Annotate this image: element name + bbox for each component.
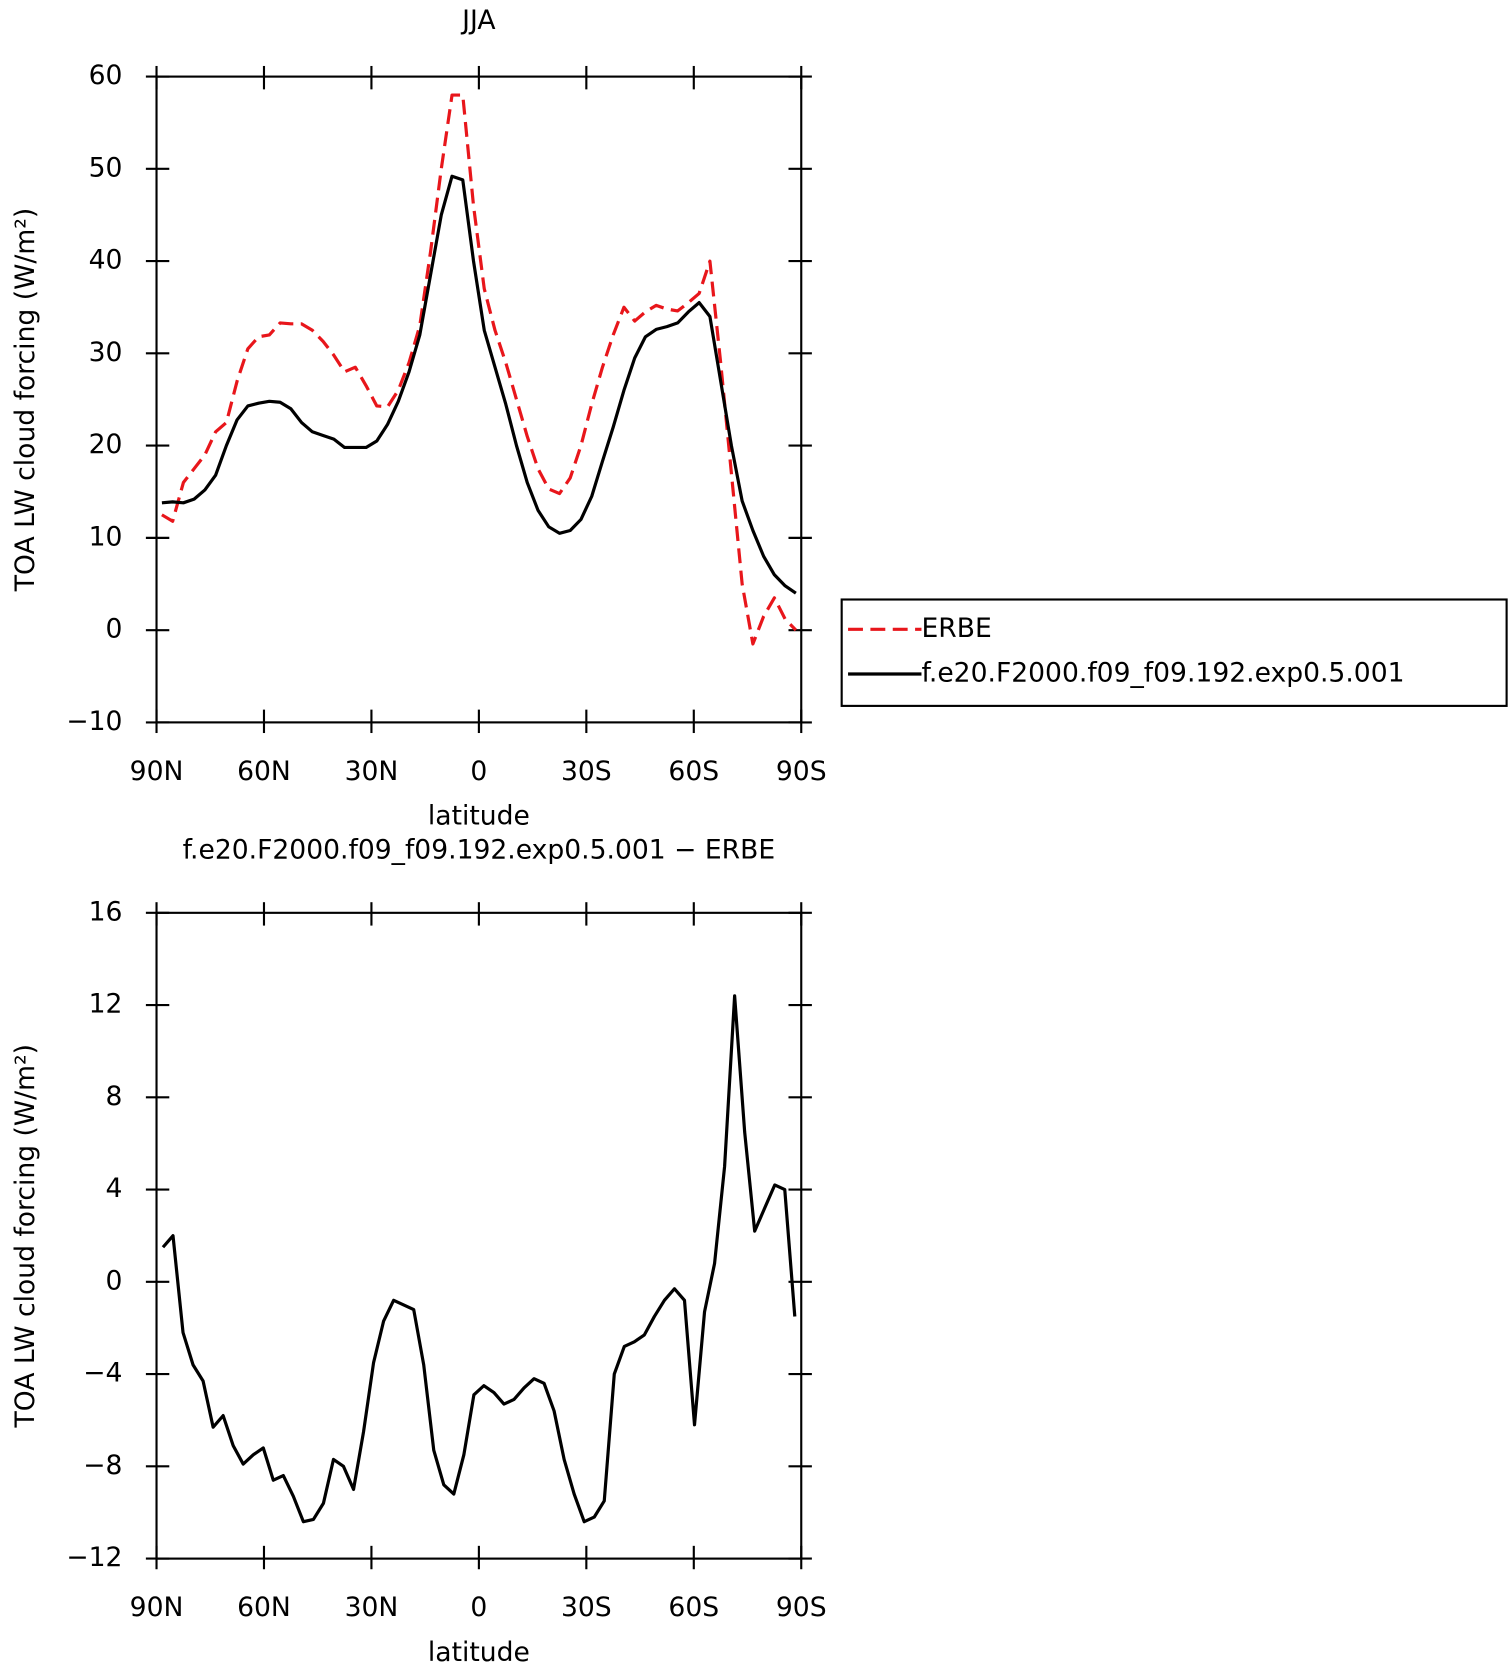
x-tick-label: 0 [470, 756, 487, 787]
x-tick-label: 90N [130, 756, 184, 787]
chart-title: f.e20.F2000.f09_f09.192.exp0.5.001 − ERB… [183, 835, 776, 866]
x-tick-label: 90N [130, 1592, 184, 1623]
legend-label: ERBE [921, 613, 991, 644]
x-tick-label: 60N [237, 756, 291, 787]
y-tick-label: 10 [89, 521, 123, 552]
y-tick-label: 20 [89, 429, 123, 460]
plot-frame [155, 911, 803, 1560]
y-tick-label: 60 [89, 60, 123, 91]
x-axis-label: latitude [428, 801, 530, 832]
y-tick-label: 4 [106, 1173, 123, 1204]
y-tick-label: 0 [106, 1265, 123, 1296]
data-line [161, 93, 798, 646]
y-tick-label: 12 [89, 989, 123, 1020]
x-tick-label: 0 [470, 1592, 487, 1623]
chart-title: JJA [460, 5, 495, 36]
data-line [161, 174, 797, 595]
y-tick-label: −4 [83, 1358, 122, 1389]
x-tick-label: 30N [345, 756, 399, 787]
legend-box [840, 598, 1508, 707]
y-tick-label: −8 [83, 1450, 122, 1481]
y-tick-label: −12 [66, 1542, 122, 1573]
plot-frame [155, 75, 803, 724]
y-tick-label: 16 [89, 896, 123, 927]
x-tick-label: 60S [668, 756, 719, 787]
y-tick-label: 30 [89, 337, 123, 368]
data-line [161, 994, 797, 1524]
y-tick-label: 8 [106, 1081, 123, 1112]
y-axis-label: TOA LW cloud forcing (W/m²) [10, 1044, 41, 1428]
legend-label: f.e20.F2000.f09_f09.192.exp0.5.001 [921, 657, 1404, 688]
x-tick-label: 30S [561, 756, 612, 787]
y-tick-label: 40 [89, 245, 123, 276]
y-tick-label: −10 [66, 706, 122, 737]
x-tick-label: 30S [561, 1592, 612, 1623]
x-tick-label: 60N [237, 1592, 291, 1623]
x-tick-label: 90S [776, 756, 827, 787]
x-tick-label: 30N [345, 1592, 399, 1623]
y-tick-label: 50 [89, 152, 123, 183]
y-tick-label: 0 [106, 614, 123, 645]
x-tick-label: 60S [668, 1592, 719, 1623]
x-tick-label: 90S [776, 1592, 827, 1623]
x-axis-label: latitude [428, 1637, 530, 1665]
y-axis-label: TOA LW cloud forcing (W/m²) [10, 208, 41, 592]
